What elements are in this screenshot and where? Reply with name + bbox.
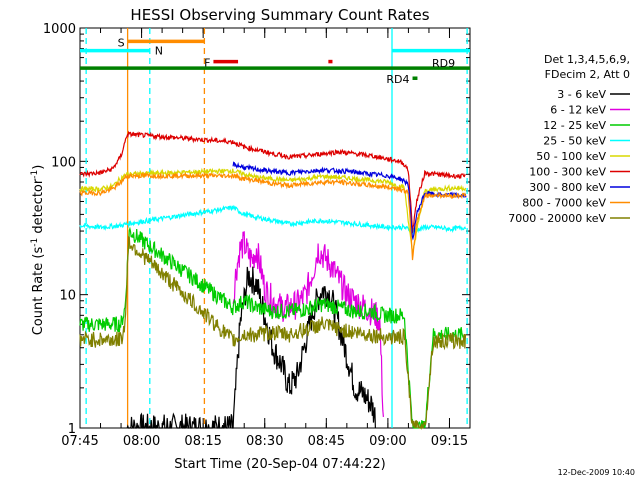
legend-label: 50 - 100 keV	[536, 150, 606, 163]
series-line	[79, 204, 467, 235]
y-tick-label: 10	[59, 289, 76, 304]
x-tick-label: 08:45	[308, 434, 345, 449]
x-tick-label: 08:30	[246, 434, 283, 449]
series-line	[79, 130, 466, 233]
series-line	[79, 236, 467, 430]
y-tick-label: 1	[68, 422, 76, 437]
flag-label: S	[118, 36, 125, 49]
legend-label: 100 - 300 keV	[529, 166, 606, 179]
y-tick-label: 1000	[43, 22, 76, 37]
legend: 3 - 6 keV 6 - 12 keV 12 - 25 keV 25 - 50 ke…	[508, 88, 630, 225]
legend-label: 12 - 25 keV	[543, 119, 606, 132]
timestamp: 12-Dec-2009 10:40	[558, 468, 635, 477]
chart-title: HESSI Observing Summary Count Rates	[130, 6, 429, 24]
x-tick-label: 08:00	[123, 434, 160, 449]
flag-label: F	[204, 57, 210, 70]
legend-label: 7000 - 20000 keV	[508, 212, 606, 225]
series-line	[126, 266, 376, 429]
y-tick-label: 100	[51, 155, 76, 170]
flag-label: RD9	[432, 57, 455, 70]
legend-label: 6 - 12 keV	[550, 104, 606, 117]
flag-label: N	[155, 45, 163, 58]
legend-label: 800 - 7000 keV	[522, 197, 606, 210]
series-line	[232, 231, 384, 417]
legend-header-line-2: FDecim 2, Att 0	[545, 68, 630, 81]
plot-frame	[79, 27, 471, 429]
series-line	[79, 226, 467, 429]
flag-label: RD4	[386, 73, 409, 86]
legend-header-line-1: Det 1,3,4,5,6,9,	[544, 53, 630, 66]
x-tick-label: 07:45	[61, 434, 98, 449]
x-axis-label: Start Time (20-Sep-04 07:44:22)	[174, 457, 385, 472]
x-tick-label: 08:15	[184, 434, 221, 449]
legend-label: 300 - 800 keV	[529, 181, 606, 194]
series-line	[79, 171, 467, 261]
legend-label: 25 - 50 keV	[543, 135, 606, 148]
y-axis-label: Count Rate (s-1 detector-1)	[30, 165, 46, 336]
legend-label: 3 - 6 keV	[557, 88, 606, 101]
x-tick-label: 09:00	[369, 434, 406, 449]
x-tick-label: 09:15	[431, 434, 468, 449]
plot-area: 1 10 100 1000 07:45 08:00 08:15 08:30 08:45 09:00…	[43, 22, 471, 449]
